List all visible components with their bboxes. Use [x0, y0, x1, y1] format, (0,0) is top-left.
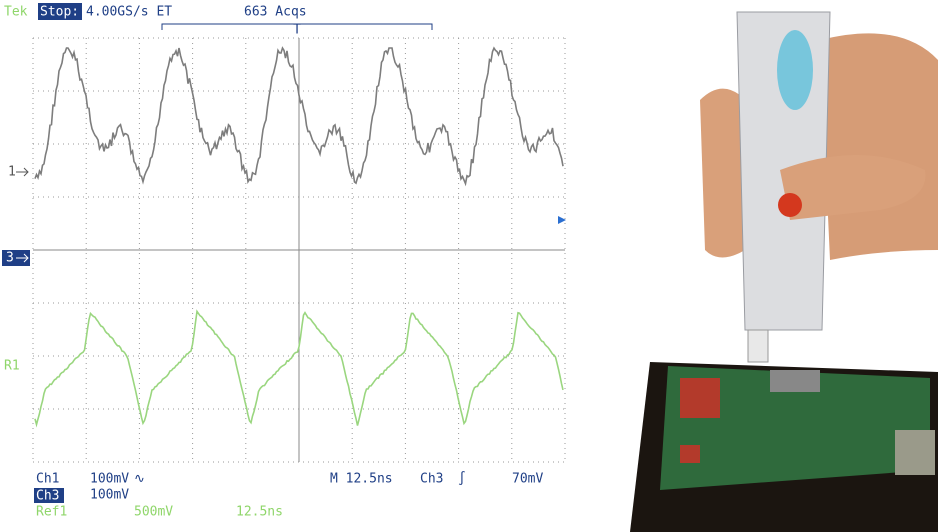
readout: Ch1 100mV ∿ M 12.5ns Ch3 ∫ 70mV Ch3 100m… — [34, 471, 543, 520]
connector — [895, 430, 935, 475]
ch3-scale: 100mV — [90, 488, 129, 503]
chip — [770, 370, 820, 392]
photo — [630, 12, 938, 532]
timebase: M 12.5ns — [330, 472, 393, 487]
trigger-slope: ∫ — [458, 471, 466, 487]
acquisition-count: 663 Acqs — [244, 5, 307, 20]
ch3-label: Ch3 — [36, 489, 59, 504]
probe-button — [778, 193, 802, 217]
trigger-source: Ch3 — [420, 472, 443, 487]
ch1-scale: 100mV — [90, 472, 129, 487]
ref1-label: Ref1 — [36, 505, 67, 520]
probe-window — [777, 30, 813, 110]
acquisition-state: Stop: — [40, 5, 79, 20]
component — [680, 378, 720, 418]
finger — [700, 89, 745, 258]
ch1-coupling: ∿ — [134, 472, 145, 487]
ref1-marker: R1 — [4, 359, 20, 374]
sample-rate: 4.00GS/s ET — [86, 5, 172, 20]
hand — [820, 33, 938, 260]
screenshot: Tek Stop: 4.00GS/s ET 663 Acqs T 1 3 R1 … — [0, 0, 938, 532]
ref1-time: 12.5ns — [236, 505, 283, 520]
graticule — [33, 38, 565, 462]
scope-header: Tek Stop: 4.00GS/s ET 663 Acqs T — [4, 3, 432, 38]
probe-tip — [748, 330, 768, 362]
ch1-arrow — [16, 168, 28, 176]
ref1-scale: 500mV — [134, 505, 173, 520]
component — [680, 445, 700, 463]
trigger-position: T — [293, 23, 301, 38]
ch1-label: Ch1 — [36, 472, 59, 487]
trigger-level: 70mV — [512, 472, 543, 487]
ch1-marker: 1 — [8, 165, 16, 180]
ch3-marker: 3 — [6, 251, 14, 266]
brand: Tek — [4, 5, 28, 20]
trigger-level-marker — [558, 216, 566, 224]
